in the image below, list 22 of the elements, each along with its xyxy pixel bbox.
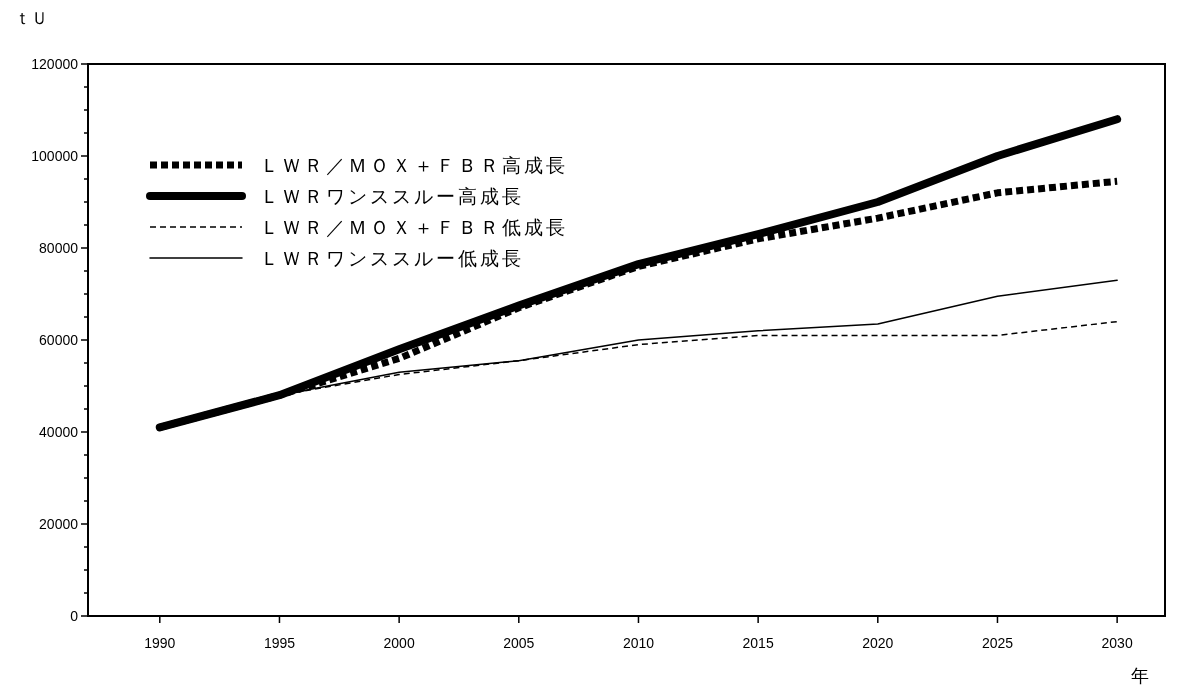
legend-label: ＬＷＲ／ＭＯＸ＋ＦＢＲ低成長 [260,217,568,238]
x-tick-label: 2020 [862,635,894,651]
x-tick-label: 2010 [622,635,655,651]
y-tick-label: 60000 [39,332,79,348]
x-tick-label: 2030 [1101,635,1133,651]
y-tick-label: 120000 [31,56,79,72]
x-tick-label: 1995 [263,635,296,651]
x-tick-label: 2015 [742,635,774,651]
x-tick-label: 2025 [981,635,1014,651]
y-tick-label: 100000 [31,148,79,164]
legend-label: ＬＷＲワンススルー低成長 [260,248,524,269]
y-tick-label: 20000 [39,516,79,532]
y-tick-label: 0 [70,608,79,624]
x-tick-label: 2000 [383,635,415,651]
x-axis-title: 年 [1131,666,1149,686]
y-tick-label: 80000 [39,240,79,256]
legend-label: ＬＷＲ／ＭＯＸ＋ＦＢＲ高成長 [260,155,568,176]
y-axis-title: ｔＵ [14,9,48,28]
x-tick-label: 1990 [144,635,176,651]
x-tick-label: 2005 [503,635,535,651]
legend-label: ＬＷＲワンススルー高成長 [260,186,524,207]
y-tick-label: 40000 [39,424,79,440]
